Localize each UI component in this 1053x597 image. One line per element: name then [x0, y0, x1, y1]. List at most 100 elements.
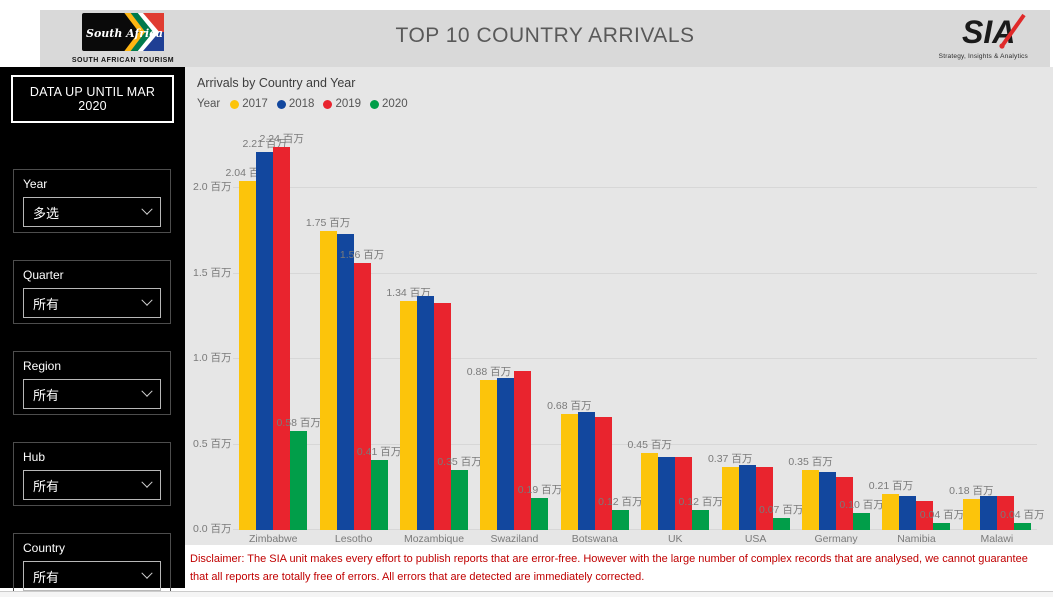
bar-lesotho-2019[interactable]: 1.56 百万: [340, 249, 384, 530]
bar-germany-2018[interactable]: [819, 471, 837, 530]
bar-zimbabwe-2018[interactable]: 2.21 百万: [243, 138, 287, 530]
x-axis-label-usa: USA: [744, 533, 767, 545]
filter-label-hub: Hub: [23, 450, 46, 464]
x-axis-label-botswana: Botswana: [571, 533, 618, 545]
gridline-0.5 百万: [233, 443, 1037, 445]
filter-group-region: Region 所有: [13, 351, 171, 415]
x-axis-label-malawi: Malawi: [980, 533, 1014, 545]
bar-data-label: 0.58 百万: [276, 416, 321, 429]
bar-data-label: 2.24 百万: [259, 133, 304, 146]
sia-logo: SIA Strategy, Insights & Analytics: [936, 12, 1028, 60]
legend-label-2018: 2018: [288, 98, 315, 110]
bar-namibia-2017[interactable]: 0.21 百万: [869, 480, 913, 530]
bar-swaziland-2018[interactable]: [497, 377, 515, 530]
bar-malawi-2017[interactable]: 0.18 百万: [949, 485, 994, 530]
bar-mozambique-2020[interactable]: 0.35 百万: [437, 456, 482, 530]
bar-namibia-2019[interactable]: [916, 500, 934, 530]
bar-mozambique-2017[interactable]: 1.34 百万: [386, 287, 431, 530]
legend-dot-2018: [276, 99, 286, 109]
bar-germany-2020[interactable]: 0.10 百万: [839, 499, 884, 530]
legend-item-2020[interactable]: 2020: [370, 98, 408, 110]
bar-data-label: 0.45 百万: [627, 439, 672, 452]
y-tick-label: 2.0 百万: [193, 181, 232, 194]
bar-lesotho-2017[interactable]: 1.75 百万: [306, 217, 350, 530]
bar-group-uk: 0.45 百万 0.12 百万: [628, 137, 723, 530]
quarter-dropdown-value: 所有: [33, 296, 60, 312]
bar-mozambique-2018[interactable]: [417, 295, 435, 530]
bar-group-lesotho: 1.75 百万 1.56 百万 0.41 百万: [306, 137, 401, 530]
x-axis: Zimbabwe Lesotho Mozambique Swaziland Botswa…: [233, 533, 1037, 545]
bar-uk-2017[interactable]: 0.45 百万: [628, 439, 672, 530]
bar-lesotho-2020[interactable]: 0.41 百万: [357, 446, 401, 530]
legend-item-2018[interactable]: 2018: [276, 98, 315, 110]
y-tick-label: 1.5 百万: [193, 266, 232, 279]
bar-group-swaziland: 0.88 百万 0.19 百万: [467, 137, 562, 530]
bar-group-zimbabwe: 2.04 百万 2.21 百万 2.24 百万 0.58 百万: [226, 133, 321, 530]
bar-usa-2018[interactable]: [738, 465, 756, 530]
bar-malawi-2020[interactable]: 0.04 百万: [1000, 509, 1045, 530]
hub-dropdown[interactable]: 所有: [23, 470, 161, 500]
y-tick-label: 0.5 百万: [193, 437, 232, 450]
filter-label-region: Region: [23, 359, 62, 373]
x-axis-label-lesotho: Lesotho: [334, 533, 373, 545]
bar-group-mozambique: 1.34 百万 0.35 百万: [386, 137, 482, 530]
bar-zimbabwe-2019[interactable]: 2.24 百万: [260, 133, 304, 530]
sidebar: DATA UP UNTIL MAR 2020 Year 多选 Quarter 所有 Re…: [0, 67, 185, 597]
country-dropdown-value: 所有: [33, 569, 60, 585]
region-dropdown[interactable]: 所有: [23, 379, 161, 409]
filter-group-year: Year 多选: [13, 169, 171, 233]
bar-swaziland-2020[interactable]: 0.19 百万: [518, 484, 562, 530]
data-note: DATA UP UNTIL MAR 2020: [11, 75, 174, 123]
sa-flag-logo-image: South Africa: [82, 8, 164, 56]
header: South Africa SOUTH AFRICAN TOURISM TOP 1…: [40, 8, 1050, 67]
bar-data-label: 0.41 百万: [356, 445, 402, 458]
hub-dropdown-value: 所有: [33, 478, 60, 494]
country-dropdown[interactable]: 所有: [23, 561, 161, 591]
bar-group-germany: 0.35 百万 0.10 百万: [788, 137, 884, 530]
y-tick-label: 1.0 百万: [193, 352, 232, 365]
bar-germany-2017[interactable]: 0.35 百万: [788, 456, 833, 530]
gridline-1.5 百万: [233, 272, 1037, 274]
bar-botswana-2020[interactable]: 0.12 百万: [598, 496, 643, 530]
bar-lesotho-2018[interactable]: [336, 234, 354, 530]
bar-usa-2017[interactable]: 0.37 百万: [708, 453, 752, 530]
bar-botswana-2018[interactable]: [577, 412, 595, 530]
bar-mozambique-2019[interactable]: [434, 302, 452, 530]
bar-data-label: 0.88 百万: [466, 365, 512, 378]
bar-data-label: 0.12 百万: [598, 495, 643, 508]
bar-zimbabwe-2017[interactable]: 2.04 百万: [226, 167, 270, 530]
bar-swaziland-2017[interactable]: 0.88 百万: [467, 366, 511, 530]
bottom-divider: [0, 591, 1053, 597]
x-axis-label-zimbabwe: Zimbabwe: [248, 533, 298, 545]
chart-legend: Year 2017 2018 2019 2020: [197, 98, 417, 110]
bar-malawi-2018[interactable]: [979, 495, 997, 530]
bar-usa-2019[interactable]: [755, 466, 773, 530]
bar-zimbabwe-2020[interactable]: 0.58 百万: [277, 417, 321, 530]
bar-data-label: 0.19 百万: [517, 483, 563, 496]
bar-swaziland-2019[interactable]: [514, 371, 532, 530]
bar-namibia-2018[interactable]: [899, 495, 917, 530]
year-dropdown[interactable]: 多选: [23, 197, 161, 227]
chevron-down-icon: [141, 385, 153, 397]
bar-uk-2018[interactable]: [658, 456, 676, 530]
bar-uk-2020[interactable]: 0.12 百万: [679, 496, 723, 530]
bar-botswana-2019[interactable]: [594, 417, 612, 530]
chart-title: Arrivals by Country and Year: [197, 76, 356, 90]
bar-malawi-2019[interactable]: [996, 495, 1014, 530]
filter-group-country: Country 所有: [13, 533, 171, 597]
bar-data-label: 0.35 百万: [437, 456, 482, 469]
bar-namibia-2020[interactable]: 0.04 百万: [920, 509, 964, 530]
quarter-dropdown[interactable]: 所有: [23, 288, 161, 318]
y-tick-label: 0.0 百万: [193, 523, 232, 535]
legend-item-2017[interactable]: 2017: [230, 98, 268, 110]
bar-germany-2019[interactable]: [836, 477, 854, 530]
sat-logo-caption: SOUTH AFRICAN TOURISM: [71, 57, 175, 64]
bar-uk-2019[interactable]: [675, 456, 693, 530]
bar-botswana-2017[interactable]: 0.68 百万: [547, 400, 592, 530]
region-dropdown-value: 所有: [33, 387, 60, 403]
bar-data-label: 1.56 百万: [339, 249, 385, 262]
legend-item-2019[interactable]: 2019: [323, 98, 361, 110]
bar-group-malawi: 0.18 百万 0.04 百万: [949, 137, 1045, 530]
bar-usa-2020[interactable]: 0.07 百万: [759, 504, 803, 530]
